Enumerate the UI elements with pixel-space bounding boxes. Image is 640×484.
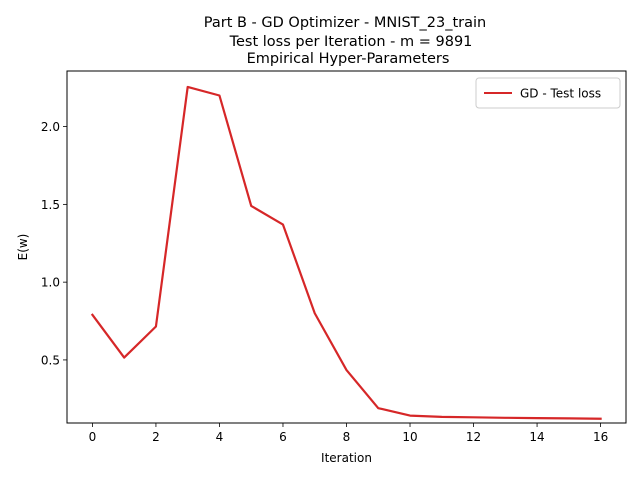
x-axis-label: Iteration: [321, 451, 372, 465]
y-tick-label: 2.0: [41, 120, 60, 134]
chart-title: Part B - GD Optimizer - MNIST_23_train T…: [204, 15, 486, 67]
y-tick-label: 0.5: [41, 353, 60, 367]
title-line-3: Empirical Hyper-Parameters: [247, 51, 450, 67]
title-line-2: Test loss per Iteration - m = 9891: [229, 34, 473, 50]
series-lines: [90, 85, 602, 420]
x-tick-label: 2: [152, 430, 160, 444]
x-tick-label: 12: [466, 430, 481, 444]
x-tick-label: 10: [402, 430, 417, 444]
y-axis-ticks: 0.5 1.0 1.5 2.0: [41, 120, 67, 367]
x-tick-label: 8: [343, 430, 351, 444]
x-tick-label: 4: [216, 430, 224, 444]
title-line-1: Part B - GD Optimizer - MNIST_23_train: [204, 15, 486, 31]
y-tick-label: 1.0: [41, 276, 60, 290]
legend-label-gd-test-loss: GD - Test loss: [520, 87, 601, 101]
series-line-0: [90, 85, 602, 420]
x-tick-label: 6: [279, 430, 287, 444]
y-tick-label: 1.5: [41, 198, 60, 212]
legend-box: [475, 77, 621, 109]
plot-area-frame: [66, 70, 627, 424]
y-axis-label: E(w): [16, 234, 30, 261]
x-tick-label: 16: [593, 430, 608, 444]
x-axis-ticks: 0 2 4 6 8 10 12 14 16: [89, 423, 608, 444]
x-tick-label: 14: [529, 430, 544, 444]
legend: GD - Test loss: [475, 77, 621, 109]
x-tick-label: 0: [89, 430, 97, 444]
